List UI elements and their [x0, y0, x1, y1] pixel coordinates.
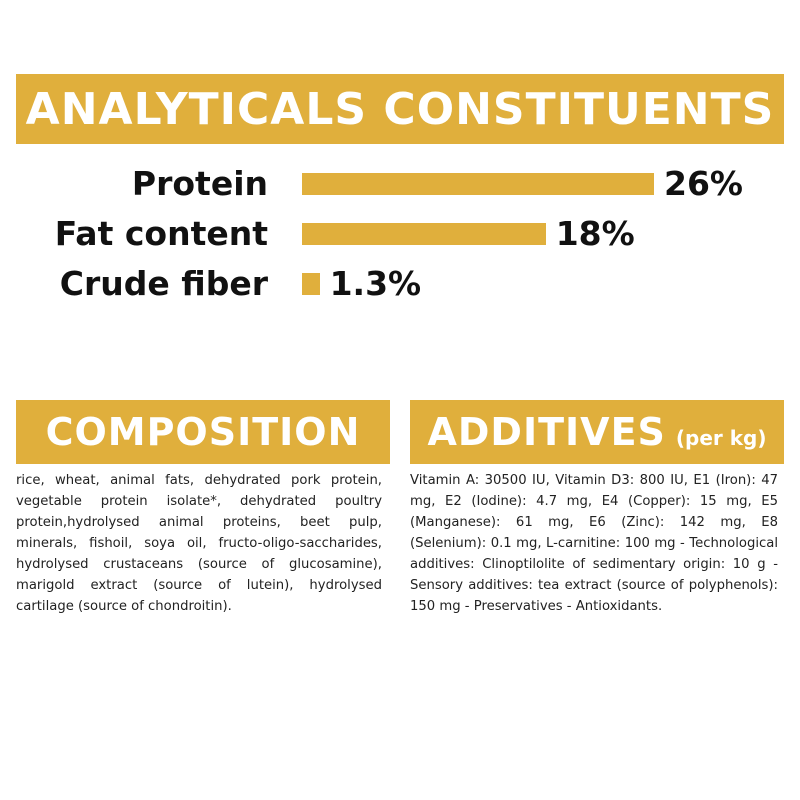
composition-banner: COMPOSITION [16, 400, 390, 464]
composition-title: COMPOSITION [45, 410, 361, 454]
analytics-title: ANALYTICALS CONSTITUENTS [25, 83, 775, 135]
analytic-bar [302, 273, 320, 295]
analytics-banner: ANALYTICALS CONSTITUENTS [16, 74, 784, 144]
analytic-label: Protein [131, 164, 268, 203]
analytic-label: Crude fiber [59, 264, 268, 303]
additives-subtitle: (per kg) [675, 426, 767, 450]
additives-banner: ADDITIVES (per kg) [410, 400, 784, 464]
analytic-bar [302, 223, 546, 245]
analytic-bar [302, 173, 654, 195]
additives-title: ADDITIVES [427, 410, 666, 454]
analytic-value: 26% [664, 164, 743, 203]
composition-text: rice, wheat, animal fats, dehydrated por… [16, 473, 382, 614]
additives-text: Vitamin A: 30500 IU, Vitamin D3: 800 IU,… [410, 473, 778, 614]
analytic-value: 18% [555, 214, 635, 253]
analytic-value: 1.3% [329, 264, 422, 303]
analytic-label: Fat content [54, 214, 268, 253]
